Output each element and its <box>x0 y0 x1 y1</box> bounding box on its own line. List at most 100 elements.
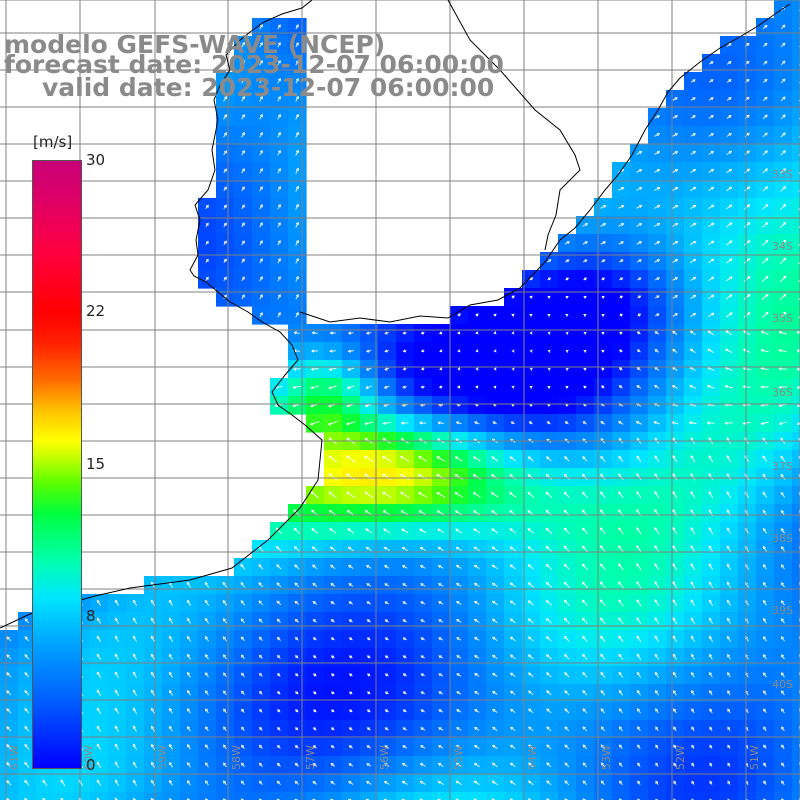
wind-arrow <box>292 367 301 371</box>
wind-arrow <box>637 726 641 732</box>
wind-arrow <box>547 331 551 335</box>
wind-arrow <box>114 653 119 660</box>
wind-arrow <box>6 672 12 678</box>
wind-arrow <box>330 637 335 641</box>
wind-arrow <box>205 258 209 263</box>
wind-arrow <box>312 655 317 659</box>
wind-arrow <box>636 653 642 660</box>
wind-arrow <box>402 673 407 677</box>
wind-arrow <box>691 708 695 714</box>
wind-arrow <box>779 293 787 301</box>
wind-arrow <box>313 691 317 695</box>
wind-arrow <box>709 708 713 714</box>
wind-arrow <box>24 797 28 800</box>
wind-arrow <box>276 582 282 588</box>
wind-arrow <box>636 491 642 499</box>
wind-arrow <box>382 491 392 498</box>
wind-arrow <box>366 565 372 569</box>
wind-arrow <box>689 384 697 389</box>
wind-arrow <box>796 422 800 426</box>
wind-arrow <box>655 708 659 714</box>
wind-arrow <box>96 761 102 768</box>
wind-arrow <box>780 186 787 192</box>
wind-arrow <box>547 403 551 407</box>
wind-arrow <box>779 257 787 264</box>
wind-arrow <box>546 744 552 750</box>
wind-arrow <box>762 60 768 65</box>
wind-arrow <box>744 168 751 174</box>
wind-arrow <box>436 492 446 498</box>
wind-arrow <box>402 331 407 335</box>
wind-arrow <box>780 654 785 660</box>
wind-arrow <box>454 510 463 516</box>
wind-arrow <box>42 797 46 800</box>
wind-arrow <box>295 60 299 66</box>
wind-cell <box>792 666 800 685</box>
wind-arrow <box>205 690 209 696</box>
wind-arrow <box>582 473 588 480</box>
wind-arrow <box>582 672 588 678</box>
longitude-label: 61W <box>8 745 21 770</box>
wind-arrow <box>402 349 407 353</box>
wind-arrow <box>760 421 769 426</box>
wind-arrow <box>295 275 299 282</box>
wind-arrow <box>600 455 606 462</box>
wind-arrow <box>798 315 800 319</box>
wind-arrow <box>132 635 137 642</box>
wind-arrow <box>455 583 462 587</box>
colorbar-tick-15: 15 <box>86 455 106 473</box>
wind-cell <box>792 468 800 487</box>
wind-arrow <box>798 189 800 192</box>
wind-arrow <box>708 635 713 642</box>
wind-arrow <box>618 421 624 425</box>
wind-arrow <box>311 546 318 552</box>
wind-arrow <box>654 653 660 660</box>
wind-arrow <box>349 691 353 695</box>
wind-arrow <box>564 690 570 696</box>
wind-arrow <box>528 690 534 696</box>
wind-arrow <box>564 473 570 480</box>
wind-arrow <box>763 708 767 714</box>
wind-arrow <box>546 780 552 786</box>
wind-arrow <box>204 635 209 642</box>
wind-arrow <box>312 780 318 785</box>
wind-arrow <box>708 527 714 535</box>
longitude-label: 53W <box>600 745 613 770</box>
wind-cell <box>792 342 800 361</box>
wind-arrow <box>796 367 800 371</box>
wind-arrow <box>761 257 769 264</box>
wind-arrow <box>743 276 751 282</box>
wind-arrow <box>582 456 588 462</box>
wind-arrow <box>618 599 624 607</box>
wind-arrow <box>132 671 137 678</box>
wind-arrow <box>455 763 462 767</box>
wind-arrow <box>654 599 660 607</box>
wind-arrow <box>547 367 551 371</box>
wind-arrow <box>654 187 661 191</box>
wind-arrow <box>348 655 353 659</box>
longitude-label: 55W <box>452 745 465 770</box>
wind-arrow <box>348 745 353 749</box>
wind-arrow <box>690 240 697 245</box>
wind-arrow <box>292 385 301 389</box>
wind-arrow <box>726 527 732 535</box>
wind-arrow <box>150 689 155 696</box>
wind-arrow <box>618 653 624 660</box>
wind-arrow <box>528 708 534 714</box>
wind-arrow <box>402 619 408 623</box>
wind-arrow <box>708 115 714 119</box>
wind-arrow <box>727 635 731 642</box>
wind-arrow <box>600 563 606 571</box>
wind-arrow <box>708 151 715 155</box>
colorbar-tick-30: 30 <box>86 151 106 169</box>
wind-arrow <box>295 185 299 192</box>
wind-arrow <box>277 745 281 749</box>
wind-arrow <box>456 673 462 677</box>
wind-arrow <box>672 599 678 607</box>
wind-arrow <box>724 421 733 425</box>
wind-arrow <box>436 474 446 480</box>
wind-arrow <box>690 455 696 463</box>
wind-cell <box>792 648 800 667</box>
wind-arrow <box>312 727 317 731</box>
wind-arrow <box>472 456 481 462</box>
